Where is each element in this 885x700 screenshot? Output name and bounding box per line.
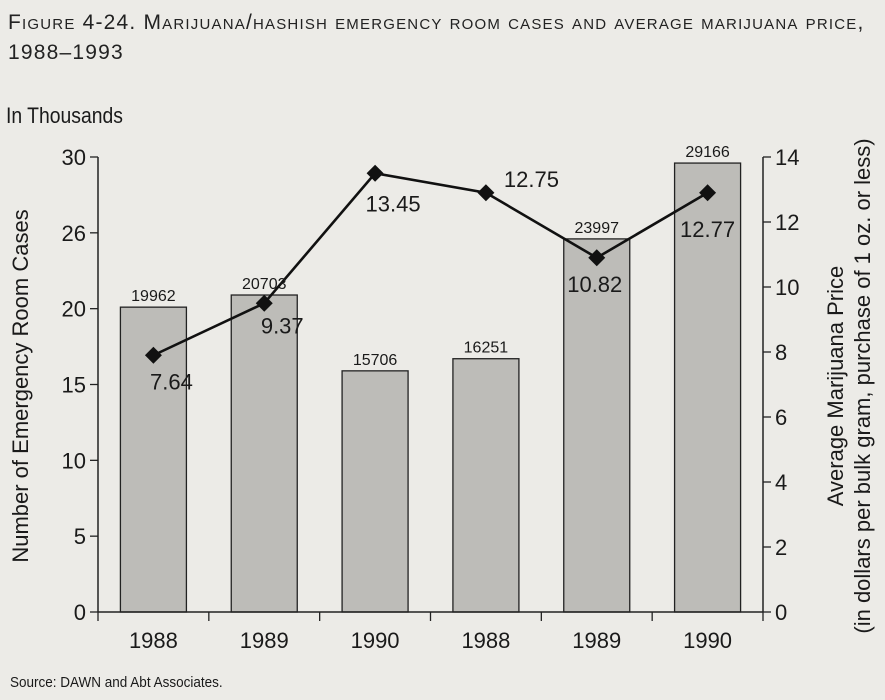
x-tick-label-5: 1990 (683, 628, 732, 653)
y2-tick-label-3: 6 (775, 405, 787, 430)
price-point-1 (255, 294, 273, 312)
source-note: Source: DAWN and Abt Associates. (10, 674, 223, 691)
y-tick-label-5: 26 (62, 221, 86, 246)
y-tick-label-4: 20 (62, 297, 86, 322)
x-tick-label-2: 1990 (351, 628, 400, 653)
price-point-5 (699, 184, 717, 202)
bar-1 (230, 294, 298, 613)
y2-tick-label-4: 8 (775, 340, 787, 365)
price-label-0: 7.64 (150, 369, 193, 394)
price-label-1: 9.37 (261, 313, 304, 338)
y2-axis-label-line2: (in dollars per bulk gram, purchase of 1… (850, 138, 875, 633)
x-tick-label-4: 1989 (572, 628, 621, 653)
y-tick-label-3: 15 (62, 373, 86, 398)
bar-2 (341, 370, 409, 613)
y2-tick-label-1: 2 (775, 535, 787, 560)
unit-label: In Thousands (6, 103, 123, 128)
bar-4 (563, 238, 631, 613)
bar-label-4: 23997 (575, 220, 620, 237)
price-point-4 (588, 249, 606, 267)
bar-label-0: 19962 (131, 288, 176, 305)
y2-tick-label-6: 12 (775, 210, 799, 235)
y2-tick-label-7: 14 (775, 145, 799, 170)
x-tick-label-3: 1988 (461, 628, 510, 653)
bar-label-1: 20703 (242, 276, 287, 293)
price-point-2 (366, 164, 384, 182)
y2-tick-label-2: 4 (775, 470, 787, 495)
price-line (152, 171, 709, 357)
y2-tick-label-5: 10 (775, 275, 799, 300)
x-tick-label-0: 1988 (129, 628, 178, 653)
y2-axis-label-line1: Average Marijuana Price (823, 266, 848, 507)
y-tick-label-2: 10 (62, 448, 86, 473)
price-label-5: 12.77 (680, 217, 735, 242)
bar-label-2: 15706 (353, 352, 398, 369)
bar-0 (119, 306, 188, 613)
x-tick-label-1: 1989 (240, 628, 289, 653)
bar-label-5: 29166 (685, 144, 730, 161)
y-tick-label-1: 5 (74, 524, 86, 549)
y2-tick-label-0: 0 (775, 600, 787, 625)
price-label-3: 12.75 (504, 167, 559, 192)
y-axis-label: Number of Emergency Room Cases (8, 209, 33, 562)
bar-3 (452, 358, 520, 613)
price-point-0 (144, 346, 162, 364)
price-point-3 (477, 184, 495, 202)
price-label-4: 10.82 (567, 272, 622, 297)
chart-title: Figure 4-24. Marijuana/hashish emergency… (8, 11, 865, 64)
y-tick-label-0: 0 (74, 600, 86, 625)
y-tick-label-6: 30 (62, 145, 86, 170)
bar-5 (673, 162, 742, 613)
bar-label-3: 16251 (464, 340, 509, 357)
price-label-2: 13.45 (366, 191, 421, 216)
